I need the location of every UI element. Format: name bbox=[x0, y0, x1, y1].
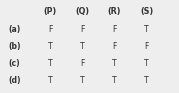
Text: F: F bbox=[80, 59, 84, 68]
Text: (a): (a) bbox=[8, 25, 20, 34]
Text: (S): (S) bbox=[140, 7, 153, 16]
Text: (d): (d) bbox=[8, 76, 21, 85]
Text: T: T bbox=[48, 59, 52, 68]
Text: (R): (R) bbox=[108, 7, 121, 16]
Text: T: T bbox=[80, 42, 85, 51]
Text: T: T bbox=[48, 42, 52, 51]
Text: T: T bbox=[112, 59, 117, 68]
Text: F: F bbox=[48, 25, 52, 34]
Text: F: F bbox=[145, 42, 149, 51]
Text: T: T bbox=[112, 76, 117, 85]
Text: (P): (P) bbox=[43, 7, 57, 16]
Text: T: T bbox=[80, 76, 85, 85]
Text: F: F bbox=[80, 25, 84, 34]
Text: F: F bbox=[112, 25, 117, 34]
Text: T: T bbox=[144, 25, 149, 34]
Text: T: T bbox=[48, 76, 52, 85]
Text: (Q): (Q) bbox=[75, 7, 89, 16]
Text: T: T bbox=[144, 59, 149, 68]
Text: F: F bbox=[112, 42, 117, 51]
Text: (b): (b) bbox=[8, 42, 21, 51]
Text: T: T bbox=[144, 76, 149, 85]
Text: (c): (c) bbox=[9, 59, 20, 68]
